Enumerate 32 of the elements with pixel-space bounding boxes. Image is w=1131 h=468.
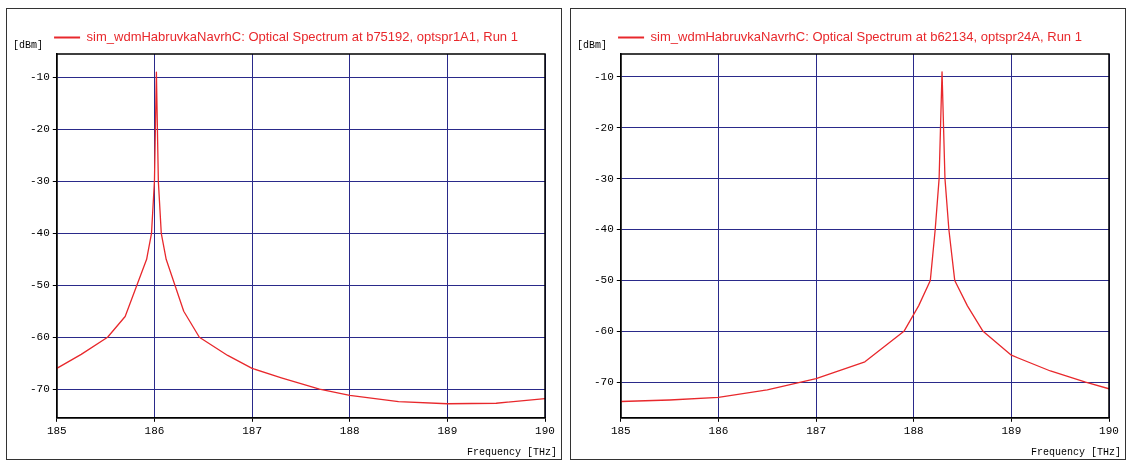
legend-label: sim_wdmHabruvkaNavrhC: Optical Spectrum at b75192, optspr1A1, Run 1 bbox=[86, 29, 518, 45]
x-tick-label: 190 bbox=[1099, 425, 1119, 438]
x-tick-label: 189 bbox=[437, 425, 458, 438]
x-tick-label: 187 bbox=[242, 425, 262, 438]
y-axis-title: [dBm] bbox=[13, 39, 44, 51]
y-tick-label: -20 bbox=[29, 123, 50, 136]
x-axis-title: Frequency [THz] bbox=[466, 446, 557, 458]
y-tick-label: -20 bbox=[593, 121, 614, 134]
y-axis-title: [dBm] bbox=[577, 39, 608, 51]
x-tick-label: 190 bbox=[535, 425, 555, 438]
y-tick-label: -60 bbox=[593, 325, 614, 338]
y-tick-label: -60 bbox=[29, 331, 50, 344]
x-tick-label: 188 bbox=[903, 425, 924, 438]
y-tick-label: -50 bbox=[29, 279, 50, 292]
x-tick-label: 185 bbox=[46, 425, 67, 438]
y-tick-label: -30 bbox=[593, 172, 614, 185]
y-tick-label: -40 bbox=[593, 223, 614, 236]
y-tick-label: -50 bbox=[593, 274, 614, 287]
y-tick-label: -70 bbox=[29, 383, 50, 396]
y-tick-label: -30 bbox=[29, 175, 50, 188]
legend-label: sim_wdmHabruvkaNavrhC: Optical Spectrum at b62134, optspr24A, Run 1 bbox=[650, 29, 1082, 45]
x-tick-label: 188 bbox=[339, 425, 360, 438]
y-tick-label: -10 bbox=[593, 70, 614, 83]
y-tick-label: -70 bbox=[593, 376, 614, 389]
x-tick-label: 189 bbox=[1001, 425, 1022, 438]
y-tick-label: -10 bbox=[29, 71, 50, 84]
x-axis-title: Frequency [THz] bbox=[1030, 446, 1121, 458]
x-tick-label: 186 bbox=[708, 425, 729, 438]
y-tick-label: -40 bbox=[29, 227, 50, 240]
x-tick-label: 186 bbox=[144, 425, 165, 438]
x-tick-label: 187 bbox=[806, 425, 826, 438]
x-tick-label: 185 bbox=[610, 425, 631, 438]
